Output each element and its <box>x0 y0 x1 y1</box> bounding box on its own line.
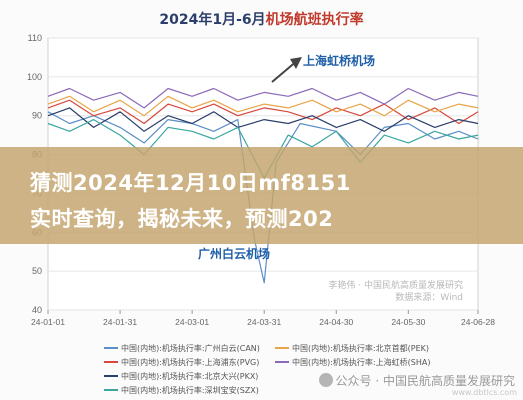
x-tick-label: 24-04-30 <box>319 317 353 327</box>
legend-item-pek: 中国(内地):机场执行率:北京首都(PEK) <box>275 342 429 354</box>
banner-line-2: 实时查询，揭秘未来，预测202 <box>30 207 334 231</box>
watermark-text: 公众号 · 中国民航高质量发展研究 <box>335 374 515 388</box>
legend-label: 中国(内地):机场执行率:上海浦东(PVG) <box>121 357 260 367</box>
legend-label: 中国(内地):机场执行率:北京首都(PEK) <box>292 343 429 353</box>
series-line-4 <box>47 87 479 109</box>
legend-item-can: 中国(内地):机场执行率:广州白云(CAN) <box>104 342 260 354</box>
source-name: 数据来源：Wind <box>395 293 463 303</box>
y-tick-label: 110 <box>28 33 42 43</box>
wechat-icon <box>318 373 333 387</box>
annotation-hongqiao: 上海虹桥机场 <box>303 54 376 68</box>
legend-item-pvg: 中国(内地):机场执行率:上海浦东(PVG) <box>104 356 259 368</box>
x-tick-label: 24-03-01 <box>175 317 209 327</box>
chart-title-prefix: 2024年1月-6月 <box>159 12 266 28</box>
watermark: 公众号 · 中国民航高质量发展研究 <box>318 372 515 389</box>
annotation-arrow-head <box>290 57 302 69</box>
legend-label: 中国(内地):机场执行率:广州白云(CAN) <box>121 343 260 353</box>
y-tick-label: 100 <box>27 72 42 82</box>
chart-title: 2024年1月-6月机场航班执行率 <box>0 9 523 29</box>
annotation-baiyun: 广州白云机场 <box>198 247 271 261</box>
legend-swatch <box>104 361 118 363</box>
legend-item-szx: 中国(内地):机场执行率:深圳宝安(SZX) <box>104 384 259 396</box>
x-tick-label: 24-06-28 <box>461 317 495 327</box>
banner-line-1: 猜测2024年12月10日mf8151 <box>30 171 351 195</box>
legend-item-pkx: 中国(内地):机场执行率:北京大兴(PKX) <box>104 370 258 382</box>
source-credit: 李艳伟 · 中国民航高质量发展研究 <box>328 281 463 291</box>
y-tick-label: 50 <box>32 266 42 276</box>
series-line-0 <box>47 111 479 284</box>
legend-swatch <box>275 347 289 349</box>
x-tick-label: 24-05-30 <box>391 317 425 327</box>
series-line-1 <box>47 99 479 125</box>
x-tick-label: 24-01-01 <box>31 317 65 327</box>
series-line-3 <box>47 95 479 117</box>
chart-title-highlight: 机场航班执行率 <box>265 12 364 28</box>
legend-swatch <box>104 375 118 377</box>
legend-swatch <box>104 347 118 349</box>
y-tick-label: 40 <box>32 305 42 315</box>
watermark-site: www.dbtlcs.com <box>451 388 517 397</box>
y-tick-label: 90 <box>32 111 42 121</box>
series-line-2 <box>47 107 479 132</box>
x-tick-label: 24-03-31 <box>247 317 281 327</box>
legend-label: 中国(内地):机场执行率:上海虹桥(SHA) <box>292 357 431 367</box>
legend-label: 中国(内地):机场执行率:北京大兴(PKX) <box>121 371 259 381</box>
legend-label: 中国(内地):机场执行率:深圳宝安(SZX) <box>121 385 259 395</box>
overlay-banner: 猜测2024年12月10日mf8151 实时查询，揭秘未来，预测202 <box>0 147 523 244</box>
legend-swatch <box>104 389 118 391</box>
x-tick-label: 24-01-31 <box>103 317 137 327</box>
legend-swatch <box>275 361 289 363</box>
legend-item-sha: 中国(内地):机场执行率:上海虹桥(SHA) <box>275 356 430 368</box>
